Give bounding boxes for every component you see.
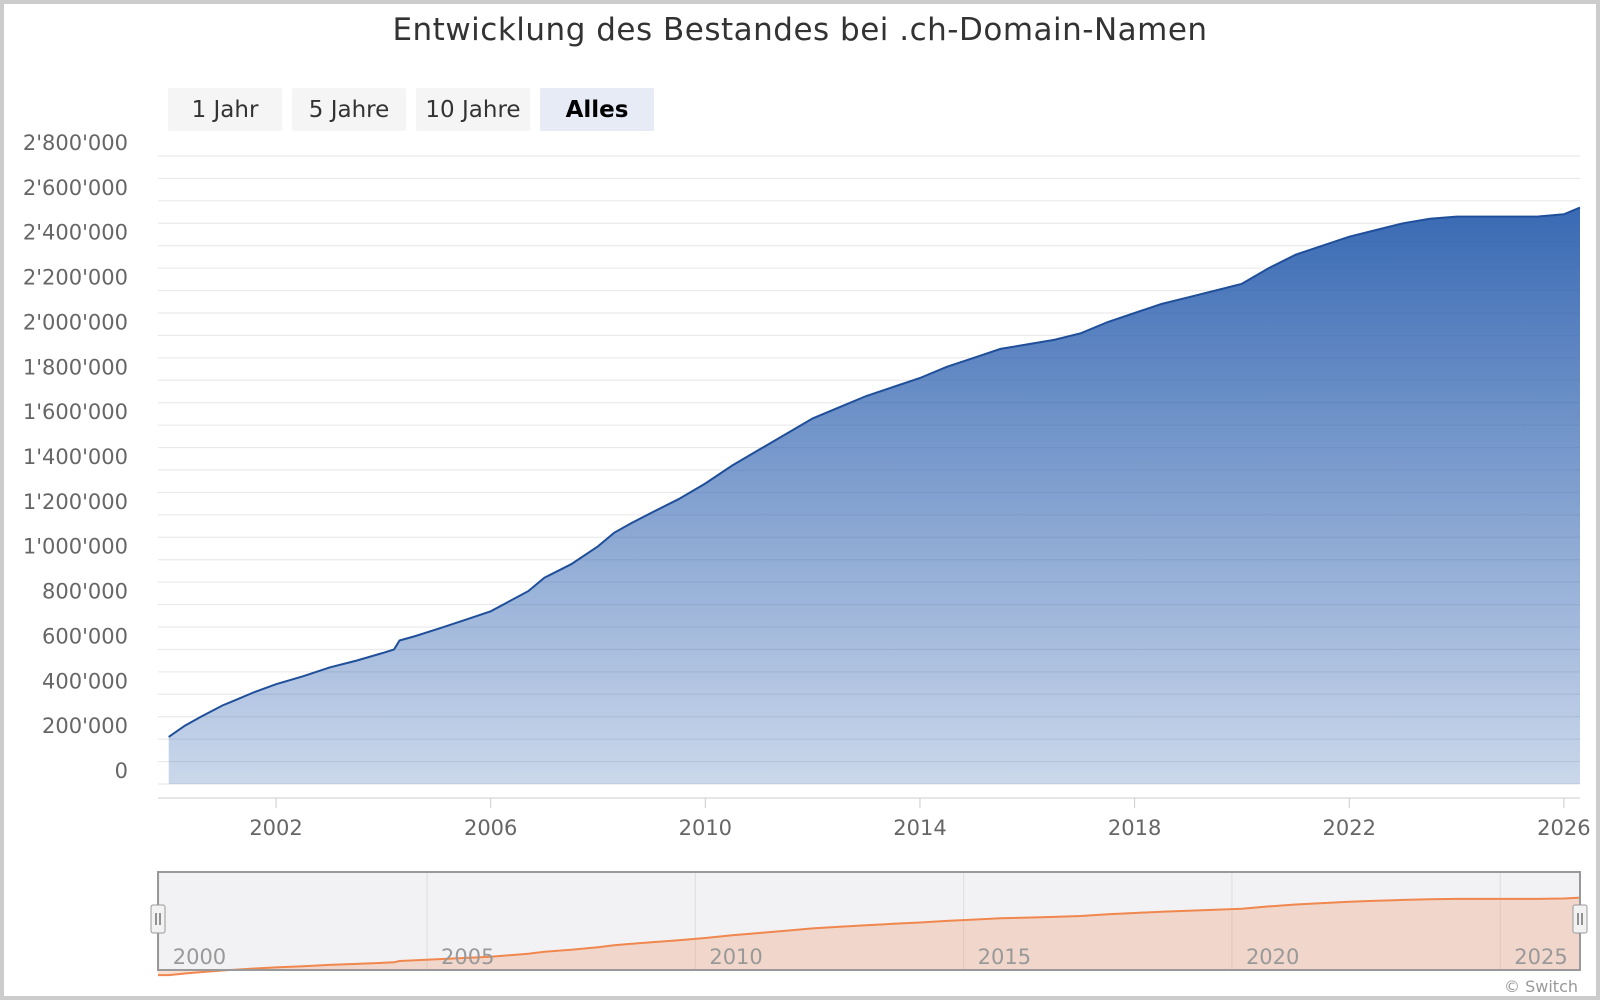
y-tick-label: 600'000 (42, 624, 128, 648)
x-tick-label: 2026 (1537, 816, 1590, 840)
navigator-left-handle[interactable] (150, 904, 166, 934)
navigator-tick-label: 2000 (173, 945, 226, 969)
range-button-all[interactable]: Alles (540, 88, 654, 131)
credit-text[interactable]: © Switch (1504, 977, 1578, 996)
x-tick-label: 2010 (679, 816, 732, 840)
y-tick-label: 1'800'000 (23, 355, 128, 379)
y-tick-label: 2'200'000 (23, 266, 128, 290)
main-series-area (168, 206, 1581, 785)
y-axis-labels: 0 200'000 400'000 600'000 800'000 1'000'000 1'… (23, 131, 128, 783)
x-tick-label: 2014 (893, 816, 946, 840)
navigator-right-handle[interactable] (1572, 904, 1588, 934)
navigator-tick-label: 2020 (1246, 945, 1299, 969)
series-line (168, 206, 1581, 738)
handle-box (150, 904, 166, 934)
chart-title: Entwicklung des Bestandes bei .ch-Domain… (392, 12, 1208, 48)
y-tick-label: 800'000 (42, 580, 128, 604)
navigator[interactable]: 2000 2005 2010 2015 2020 2025 (150, 871, 1588, 977)
x-tick-label: 2022 (1323, 816, 1376, 840)
x-tick-label: 2002 (249, 816, 302, 840)
y-tick-label: 1'000'000 (23, 535, 128, 559)
x-tick-label: 2006 (464, 816, 517, 840)
y-tick-label: 2'400'000 (23, 221, 128, 245)
navigator-background (158, 872, 1580, 970)
y-tick-label: 1'600'000 (23, 400, 128, 424)
y-tick-label: 2'800'000 (23, 131, 128, 155)
range-button-5-years[interactable]: 5 Jahre (292, 88, 406, 131)
x-axis: 2002 2006 2010 2014 2018 2022 2026 (158, 797, 1591, 840)
navigator-tick-label: 2005 (441, 945, 494, 969)
y-tick-label: 200'000 (42, 714, 128, 738)
x-tick-label: 2018 (1108, 816, 1161, 840)
range-button-10-years[interactable]: 10 Jahre (416, 88, 530, 131)
navigator-tick-label: 2010 (709, 945, 762, 969)
range-button-1-year[interactable]: 1 Jahr (168, 88, 282, 131)
y-tick-label: 2'600'000 (23, 176, 128, 200)
y-tick-label: 1'200'000 (23, 490, 128, 514)
navigator-line (158, 896, 1581, 977)
y-tick-label: 1'400'000 (23, 445, 128, 469)
navigator-tick-label: 2015 (978, 945, 1031, 969)
y-tick-label: 400'000 (42, 669, 128, 693)
y-tick-label: 2'000'000 (23, 310, 128, 334)
series-area-fill (168, 207, 1581, 785)
y-tick-label: 0 (115, 759, 128, 783)
handle-box (1572, 904, 1588, 934)
navigator-tick-label: 2025 (1514, 945, 1567, 969)
